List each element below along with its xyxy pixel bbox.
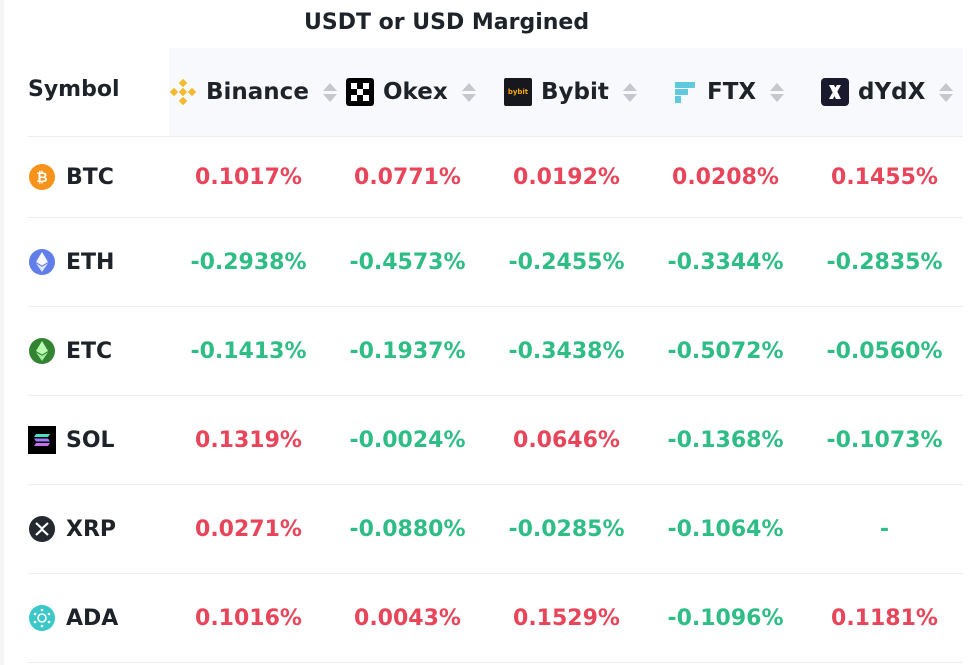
rate-cell: 0.0208% [672, 164, 779, 190]
sort-icon[interactable] [322, 82, 337, 102]
exchange-name: Binance [206, 79, 309, 105]
exchange-name: Bybit [541, 79, 609, 105]
rate-cell: -0.2938% [190, 249, 307, 275]
table-row: XRP 0.0271% -0.0880% -0.0285% -0.1064% - [28, 485, 963, 574]
rate-cell: -0.1937% [349, 338, 466, 364]
okex-logo-icon [346, 78, 374, 106]
rate-cell: 0.1455% [831, 164, 938, 190]
rate-cell: - [879, 516, 890, 542]
eth-coin-icon [28, 248, 56, 276]
rate-cell: -0.1368% [667, 427, 784, 453]
rate-cell: -0.2835% [826, 249, 943, 275]
rate-cell: 0.1529% [513, 605, 620, 631]
rate-cell: -0.2455% [508, 249, 625, 275]
rate-cell: -0.1073% [826, 427, 943, 453]
table-row: ETH -0.2938% -0.4573% -0.2455% -0.3344% … [28, 218, 963, 307]
column-header-dydx[interactable]: dYdX [821, 48, 954, 136]
sort-icon[interactable] [461, 82, 476, 102]
etc-coin-icon [28, 337, 56, 365]
rate-cell: -0.0285% [508, 516, 625, 542]
rate-cell: -0.5072% [667, 338, 784, 364]
symbol-cell: XRP [28, 485, 116, 573]
rate-cell: 0.1181% [831, 605, 938, 631]
sort-icon[interactable] [622, 82, 637, 102]
svg-text:₿: ₿ [36, 170, 47, 186]
rate-cell: -0.3344% [667, 249, 784, 275]
binance-logo-icon [169, 78, 197, 106]
bybit-logo-icon: bybit [504, 78, 532, 106]
dydx-logo-icon [821, 78, 849, 106]
sort-icon[interactable] [939, 82, 954, 102]
ftx-logo-icon [670, 78, 698, 106]
symbol-cell: ETC [28, 307, 112, 395]
column-header-bybit[interactable]: bybit Bybit [504, 48, 637, 136]
rate-cell: 0.1016% [195, 605, 302, 631]
rate-cell: 0.0192% [513, 164, 620, 190]
table-row: ADA 0.1016% 0.0043% 0.1529% -0.1096% 0.1… [28, 574, 963, 663]
rate-cell: -0.0880% [349, 516, 466, 542]
left-edge-strip [0, 0, 4, 665]
exchange-name: dYdX [858, 79, 926, 105]
exchange-name: FTX [707, 79, 757, 105]
rate-cell: 0.0271% [195, 516, 302, 542]
table-row: SOL 0.1319% -0.0024% 0.0646% -0.1368% -0… [28, 396, 963, 485]
table-row: ₿ BTC 0.1017% 0.0771% 0.0192% 0.0208% 0.… [28, 137, 963, 218]
symbol-cell: ₿ BTC [28, 137, 114, 217]
table-header: Symbol Binance [28, 48, 963, 137]
symbol-cell: ETH [28, 218, 114, 306]
column-header-binance[interactable]: Binance [169, 48, 337, 136]
rate-cell: -0.3438% [508, 338, 625, 364]
rate-cell: 0.0043% [354, 605, 461, 631]
rate-cell: -0.0560% [826, 338, 943, 364]
sort-icon[interactable] [770, 82, 785, 102]
sol-coin-icon [28, 426, 56, 454]
rate-cell: -0.4573% [349, 249, 466, 275]
rate-cell: -0.0024% [349, 427, 466, 453]
rate-cell: 0.0646% [513, 427, 620, 453]
exchange-name: Okex [383, 79, 448, 105]
rate-cell: -0.1064% [667, 516, 784, 542]
column-header-ftx[interactable]: FTX [670, 48, 785, 136]
rate-cell: 0.1319% [195, 427, 302, 453]
group-title: USDT or USD Margined [304, 10, 590, 35]
rate-cell: -0.1413% [190, 338, 307, 364]
symbol-cell: ADA [28, 574, 118, 662]
rate-cell: 0.0771% [354, 164, 461, 190]
xrp-coin-icon [28, 515, 56, 543]
symbol-cell: SOL [28, 396, 115, 484]
rate-cell: -0.1096% [667, 605, 784, 631]
column-header-okex[interactable]: Okex [346, 48, 476, 136]
table-row: ETC -0.1413% -0.1937% -0.3438% -0.5072% … [28, 307, 963, 396]
rate-cell: 0.1017% [195, 164, 302, 190]
funding-rate-table: ₿ BTC 0.1017% 0.0771% 0.0192% 0.0208% 0.… [28, 137, 963, 663]
symbol-column-header: Symbol [28, 77, 120, 102]
btc-coin-icon: ₿ [28, 163, 56, 191]
ada-coin-icon [28, 604, 56, 632]
